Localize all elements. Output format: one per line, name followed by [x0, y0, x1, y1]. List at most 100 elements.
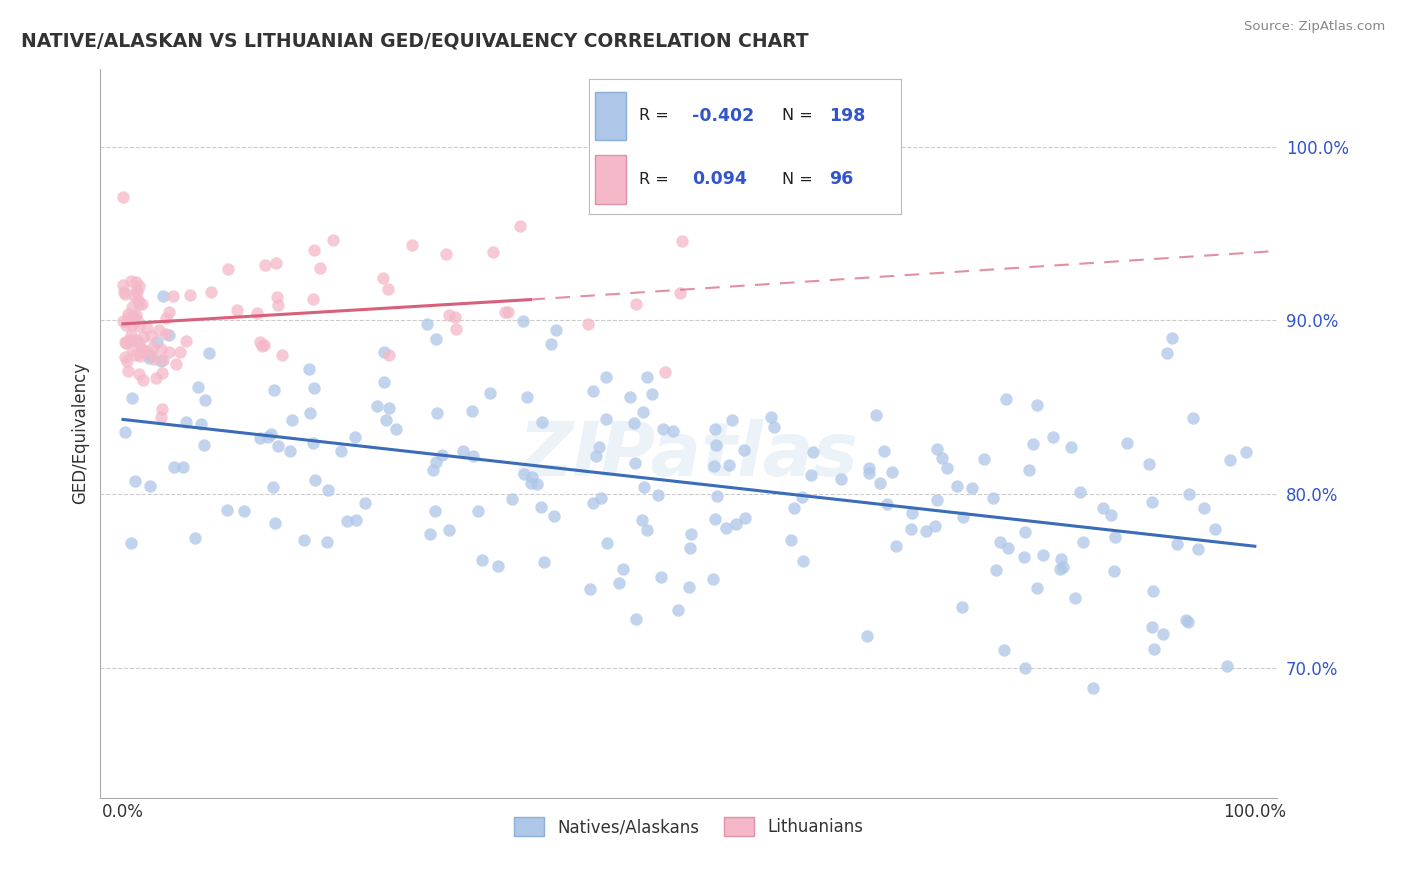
- Point: [254, 258, 277, 272]
- Point: [299, 406, 322, 420]
- Point: [1194, 500, 1216, 515]
- Point: [136, 321, 159, 335]
- Point: [249, 335, 271, 350]
- Point: [662, 424, 685, 438]
- Point: [762, 420, 785, 434]
- Point: [952, 510, 974, 524]
- Point: [1187, 542, 1209, 557]
- Point: [588, 440, 610, 454]
- Point: [1032, 548, 1054, 562]
- Point: [830, 472, 852, 486]
- Point: [112, 285, 135, 299]
- Point: [471, 552, 494, 566]
- Point: [134, 343, 156, 358]
- Point: [128, 335, 150, 350]
- Point: [120, 536, 142, 550]
- Point: [596, 536, 619, 550]
- Point: [924, 519, 946, 533]
- Point: [931, 451, 953, 466]
- Point: [702, 572, 724, 586]
- Point: [128, 349, 150, 363]
- Point: [706, 438, 728, 452]
- Point: [292, 533, 315, 547]
- Point: [425, 455, 447, 469]
- Point: [858, 466, 880, 480]
- Point: [962, 481, 984, 495]
- Point: [1178, 487, 1201, 501]
- Point: [198, 346, 221, 360]
- Point: [915, 524, 938, 539]
- Point: [1219, 452, 1241, 467]
- Point: [152, 289, 174, 303]
- Point: [304, 381, 326, 395]
- Point: [121, 318, 143, 332]
- Point: [263, 383, 285, 397]
- Point: [1060, 440, 1083, 454]
- Point: [172, 460, 194, 475]
- Point: [378, 401, 401, 415]
- Point: [1081, 681, 1104, 696]
- Point: [1022, 437, 1045, 451]
- Point: [1140, 495, 1163, 509]
- Point: [373, 344, 395, 359]
- Point: [461, 404, 484, 418]
- Point: [623, 416, 645, 430]
- Point: [1014, 661, 1036, 675]
- Point: [531, 415, 554, 429]
- Point: [122, 310, 145, 324]
- Point: [149, 409, 172, 424]
- Point: [1140, 620, 1163, 634]
- Point: [114, 287, 136, 301]
- Point: [1236, 444, 1258, 458]
- Point: [129, 345, 152, 359]
- Point: [780, 533, 803, 547]
- Point: [117, 354, 139, 368]
- Point: [262, 479, 284, 493]
- Point: [125, 275, 148, 289]
- Point: [162, 289, 184, 303]
- Point: [581, 496, 603, 510]
- Point: [157, 345, 180, 359]
- Y-axis label: GED/Equivalency: GED/Equivalency: [72, 362, 89, 504]
- Point: [1026, 581, 1049, 595]
- Point: [353, 496, 375, 510]
- Point: [217, 262, 239, 277]
- Point: [927, 493, 949, 508]
- Point: [1071, 535, 1094, 549]
- Point: [623, 457, 645, 471]
- Point: [125, 308, 148, 322]
- Point: [530, 500, 553, 515]
- Point: [759, 409, 782, 424]
- Point: [513, 467, 536, 481]
- Text: Source: ZipAtlas.com: Source: ZipAtlas.com: [1244, 20, 1385, 33]
- Point: [900, 522, 922, 536]
- Point: [486, 558, 509, 573]
- Point: [377, 282, 399, 296]
- Point: [128, 319, 150, 334]
- Point: [249, 432, 271, 446]
- Point: [494, 304, 516, 318]
- Point: [1069, 485, 1091, 500]
- Point: [669, 285, 692, 300]
- Point: [385, 421, 408, 435]
- Point: [169, 345, 191, 359]
- Point: [138, 351, 160, 365]
- Point: [145, 371, 167, 385]
- Point: [721, 412, 744, 426]
- Point: [869, 476, 891, 491]
- Point: [1102, 565, 1125, 579]
- Point: [652, 422, 675, 436]
- Point: [190, 417, 212, 431]
- Point: [316, 535, 339, 549]
- Point: [520, 476, 543, 491]
- Point: [425, 503, 447, 517]
- Point: [142, 352, 165, 367]
- Point: [714, 521, 737, 535]
- Point: [142, 340, 165, 354]
- Point: [1018, 463, 1040, 477]
- Point: [373, 375, 395, 389]
- Point: [734, 511, 756, 525]
- Point: [117, 308, 139, 322]
- Point: [783, 501, 806, 516]
- Point: [200, 285, 222, 300]
